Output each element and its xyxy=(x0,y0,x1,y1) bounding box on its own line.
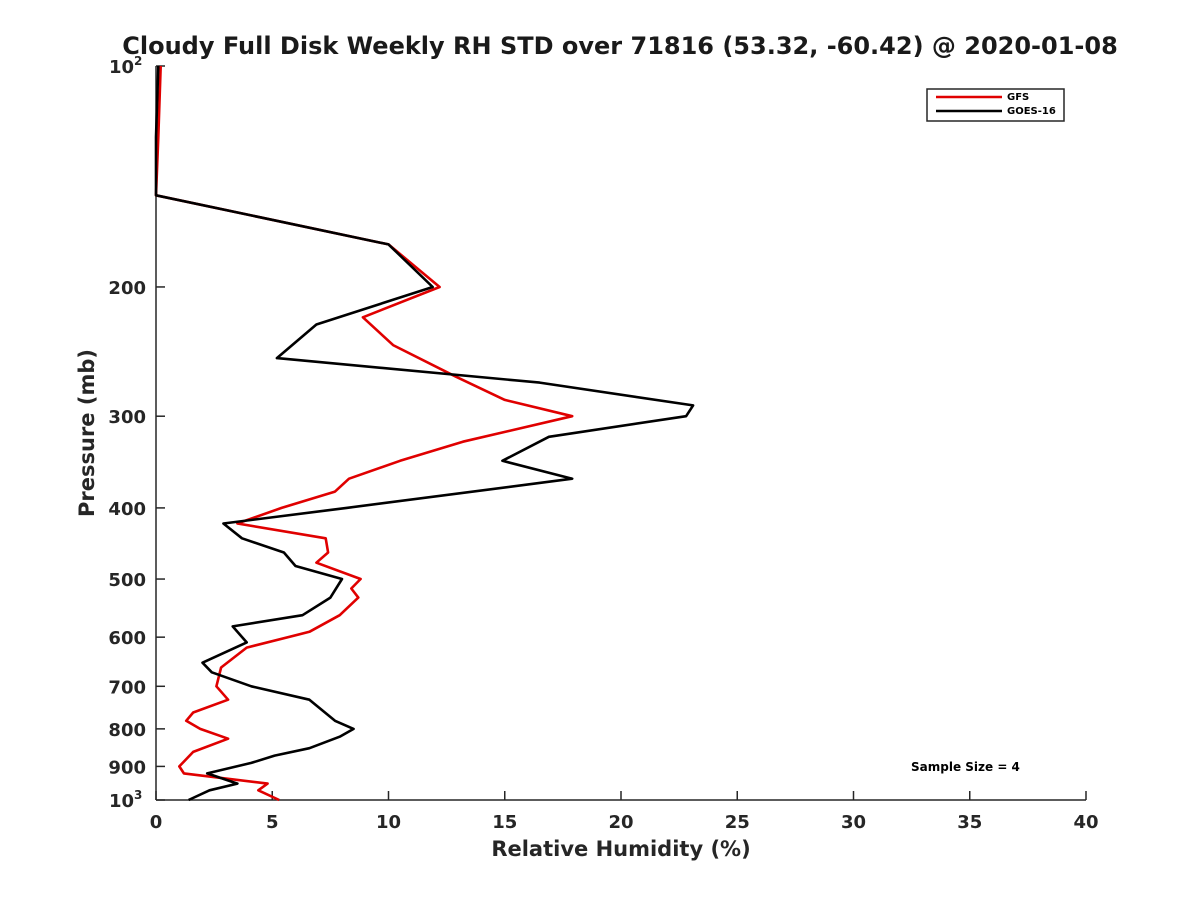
y-tick-label: 10 xyxy=(109,57,134,78)
x-tick-label: 20 xyxy=(608,812,633,833)
x-tick-label: 10 xyxy=(376,812,401,833)
series-layer xyxy=(154,65,695,802)
x-tick-label: 40 xyxy=(1073,812,1098,833)
series-line-gfs xyxy=(154,65,574,802)
legend: GFS GOES-16 xyxy=(926,88,1065,122)
x-tick-label: 35 xyxy=(957,812,982,833)
chart-title: Cloudy Full Disk Weekly RH STD over 7181… xyxy=(122,32,1118,60)
series-line-goes-16 xyxy=(154,65,695,802)
y-tick-label: 800 xyxy=(108,720,146,741)
x-tick-label: 30 xyxy=(841,812,866,833)
y-tick-label: 300 xyxy=(108,407,146,428)
y-tick-exponent: 2 xyxy=(134,54,142,68)
y-tick-label: 10 xyxy=(109,791,134,812)
x-tick-label: 0 xyxy=(150,812,163,833)
y-tick-label: 700 xyxy=(108,677,146,698)
sample-size-annotation: Sample Size = 4 xyxy=(911,760,1020,774)
y-tick-exponent: 3 xyxy=(134,788,142,802)
y-tick-label: 200 xyxy=(108,278,146,299)
y-tick-label: 600 xyxy=(108,628,146,649)
legend-box xyxy=(926,88,1065,122)
y-tick-label: 900 xyxy=(108,757,146,778)
x-axis-ticks: 0 5 10 15 20 25 30 35 40 xyxy=(150,791,1099,833)
y-axis-label: Pressure (mb) xyxy=(75,349,99,517)
x-tick-label: 15 xyxy=(492,812,517,833)
x-tick-label: 25 xyxy=(725,812,750,833)
x-axis-label: Relative Humidity (%) xyxy=(491,837,750,861)
y-tick-label: 500 xyxy=(108,570,146,591)
y-tick-label: 400 xyxy=(108,499,146,520)
legend-label-gfs: GFS xyxy=(1007,92,1029,103)
x-tick-label: 5 xyxy=(266,812,279,833)
legend-label-goes-16: GOES-16 xyxy=(1007,106,1056,117)
